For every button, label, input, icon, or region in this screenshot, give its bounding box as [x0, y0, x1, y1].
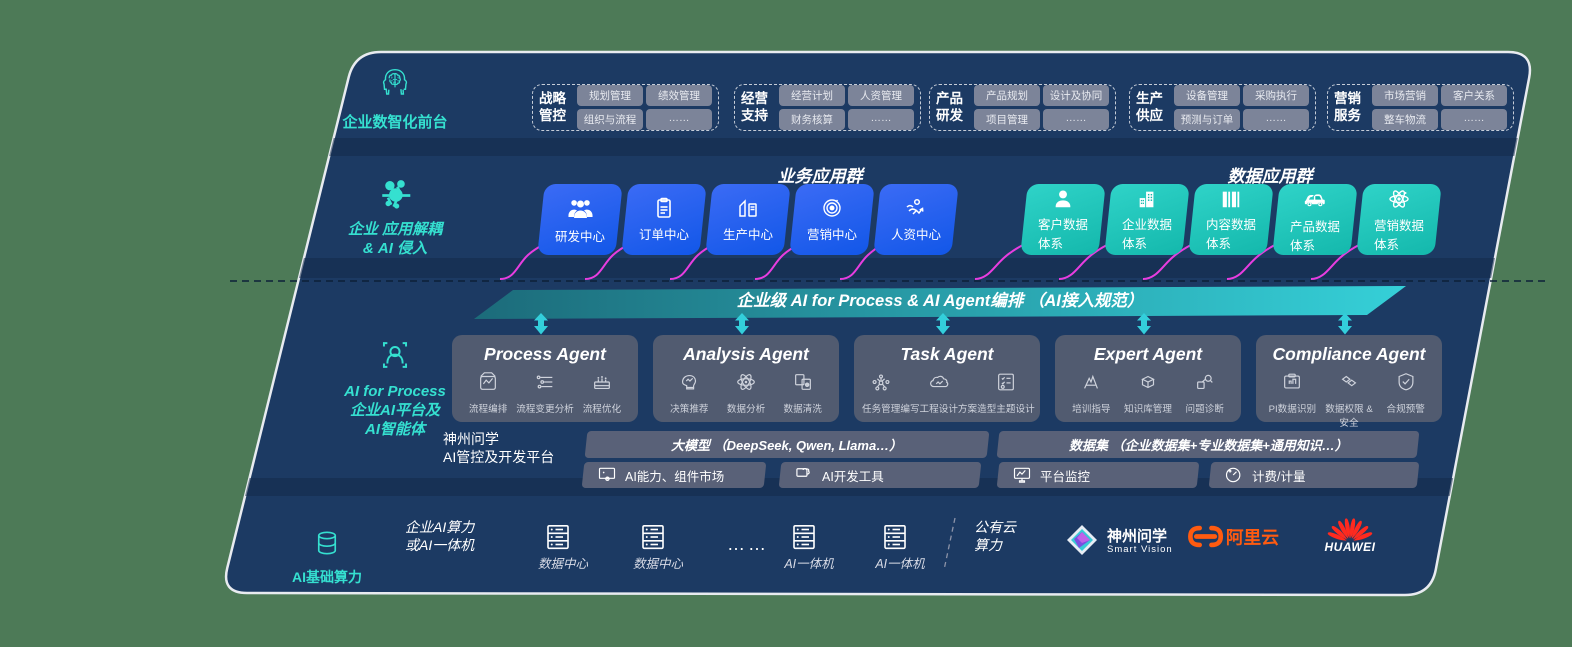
svg-text:阿里云: 阿里云 [1226, 527, 1279, 547]
